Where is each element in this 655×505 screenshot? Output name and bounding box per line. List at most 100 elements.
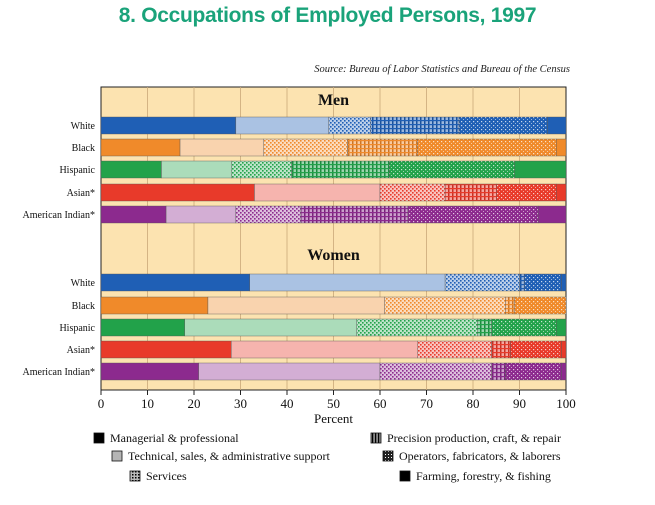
bar-segment-men-3-6 [514, 160, 567, 179]
bar-segment-women-5-6 [561, 362, 567, 381]
bar-segment-women-3-2 [184, 318, 357, 337]
bar-segment-women-2-1 [100, 296, 209, 315]
legend-services-label: Services [146, 469, 187, 483]
x-tick-label: 90 [513, 396, 526, 411]
bar-segment-men-3-3 [230, 160, 292, 179]
bar-segment-men-4-6 [556, 183, 567, 202]
bar-segment-women-5-3 [379, 362, 492, 381]
bar-segment-men-4-2 [254, 183, 381, 202]
row-label: American Indian* [23, 367, 95, 378]
bar-segment-women-1-1 [100, 273, 251, 292]
x-tick-label: 20 [188, 396, 201, 411]
bar-segment-men-3-5 [389, 160, 516, 179]
legend-operators-swatch [382, 450, 394, 462]
bar-segment-men-1-5 [458, 116, 548, 135]
bar-segment-men-1-4 [370, 116, 460, 135]
x-tick-label: 10 [141, 396, 154, 411]
row-label: White [71, 278, 96, 289]
bar-segment-men-5-6 [537, 205, 567, 224]
x-tick-label: 60 [374, 396, 387, 411]
bar-segment-women-4-3 [417, 340, 492, 359]
legend-farming-swatch [399, 470, 411, 482]
bar-segment-men-1-6 [547, 116, 567, 135]
bar-segment-men-5-5 [407, 205, 539, 224]
legend-technical-label: Technical, sales, & administrative suppo… [128, 449, 330, 463]
bar-segment-women-1-3 [444, 273, 520, 292]
bar-segment-men-3-2 [161, 160, 232, 179]
bar-segment-men-4-3 [379, 183, 446, 202]
bar-segment-women-4-1 [100, 340, 232, 359]
bar-segment-women-1-5 [523, 273, 562, 292]
bar-segment-men-4-4 [444, 183, 497, 202]
legend-services-swatch [129, 470, 141, 482]
x-tick-label: 40 [281, 396, 294, 411]
bar-segment-men-5-3 [235, 205, 302, 224]
bar-segment-women-3-1 [100, 318, 185, 337]
bar-segment-men-2-4 [347, 138, 418, 157]
row-label: Black [72, 301, 95, 312]
bar-segment-women-3-6 [556, 318, 567, 337]
row-label: Asian* [67, 345, 95, 356]
bar-segment-men-4-5 [496, 183, 557, 202]
bar-segment-men-2-1 [100, 138, 181, 157]
bar-segment-men-5-2 [165, 205, 237, 224]
bar-segment-men-1-2 [235, 116, 330, 135]
legend-farming-label: Farming, forestry, & fishing [416, 469, 551, 483]
legend-technical-swatch [111, 450, 123, 462]
legend-precision-label: Precision production, craft, & repair [387, 431, 561, 445]
bar-segment-women-2-3 [384, 296, 506, 315]
bar-segment-women-3-3 [356, 318, 478, 337]
legend-precision-swatch [370, 432, 382, 444]
legend-technical: Technical, sales, & administrative suppo… [111, 449, 330, 463]
panel-title-women: Women [307, 247, 360, 264]
bar-segment-men-4-1 [100, 183, 255, 202]
x-tick-label: 80 [467, 396, 480, 411]
bar-segment-women-2-5 [514, 296, 567, 315]
x-tick-label: 0 [98, 396, 105, 411]
bar-segment-women-4-5 [510, 340, 562, 359]
row-label: Hispanic [59, 323, 95, 334]
bar-segment-men-5-1 [100, 205, 167, 224]
bar-segment-women-2-4 [505, 296, 516, 315]
bar-segment-women-5-4 [491, 362, 506, 381]
legend-operators-label: Operators, fabricators, & laborers [399, 449, 561, 463]
bar-segment-women-1-6 [561, 273, 567, 292]
bar-segment-women-5-5 [505, 362, 562, 381]
x-tick-label: 30 [234, 396, 247, 411]
row-label: Black [72, 143, 95, 154]
x-tick-label: 100 [556, 396, 576, 411]
bar-segment-men-2-2 [179, 138, 264, 157]
legend-managerial-swatch [93, 432, 105, 444]
x-tick-label: 70 [420, 396, 433, 411]
source-note: Source: Bureau of Labor Statistics and B… [314, 64, 570, 75]
bar-segment-women-5-1 [100, 362, 199, 381]
bar-segment-women-2-2 [207, 296, 385, 315]
bar-segment-men-3-1 [100, 160, 162, 179]
bar-segment-women-1-2 [249, 273, 446, 292]
legend-managerial-label: Managerial & professional [110, 431, 239, 445]
bar-segment-men-2-3 [263, 138, 348, 157]
bar-segment-men-2-5 [417, 138, 557, 157]
bar-segment-women-4-2 [230, 340, 418, 359]
row-label: Hispanic [59, 165, 95, 176]
legend-farming: Farming, forestry, & fishing [399, 469, 551, 483]
bar-segment-men-1-3 [328, 116, 371, 135]
legend-precision: Precision production, craft, & repair [370, 431, 561, 445]
page-title: 8. Occupations of Employed Persons, 1997 [118, 4, 537, 27]
bar-segment-women-5-2 [198, 362, 381, 381]
bar-segment-men-3-4 [291, 160, 390, 179]
bar-segment-men-1-1 [100, 116, 237, 135]
bar-segment-women-4-6 [561, 340, 567, 359]
row-label: American Indian* [23, 210, 95, 221]
panel-title-men: Men [318, 92, 349, 109]
row-label: White [71, 121, 96, 132]
legend-managerial: Managerial & professional [93, 431, 239, 445]
bar-segment-men-5-4 [300, 205, 409, 224]
bar-segment-women-3-5 [491, 318, 557, 337]
bar-segment-women-1-4 [519, 273, 525, 292]
x-axis-label: Percent [314, 411, 353, 426]
bar-segment-women-4-4 [491, 340, 511, 359]
legend-operators: Operators, fabricators, & laborers [382, 449, 561, 463]
bar-segment-women-3-4 [477, 318, 492, 337]
